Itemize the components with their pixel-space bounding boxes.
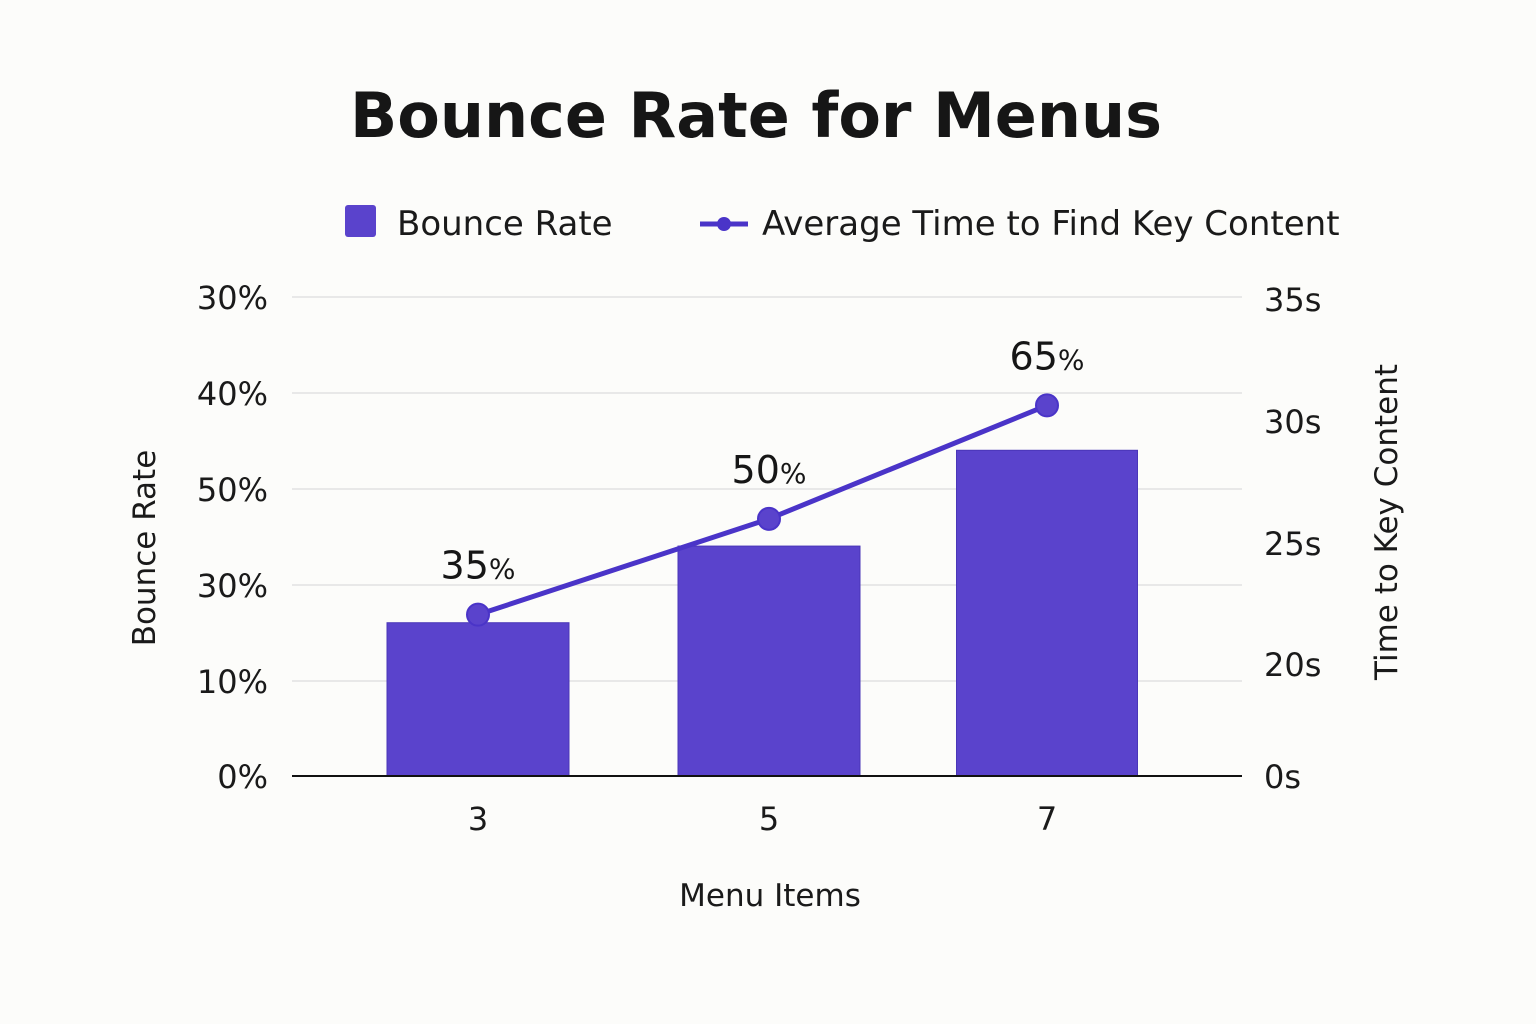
data-label-3: 35% bbox=[441, 544, 516, 588]
data-label-5: 50% bbox=[732, 448, 807, 492]
legend-bar-swatch bbox=[345, 205, 376, 237]
line-series bbox=[466, 393, 1059, 627]
left-axis-title: Bounce Rate bbox=[127, 450, 163, 647]
x-tick-label: 7 bbox=[1037, 800, 1057, 838]
right-tick-label: 30s bbox=[1264, 403, 1321, 441]
left-tick-label: 40% bbox=[197, 375, 268, 413]
legend: Bounce Rate Average Time to Find Key Con… bbox=[345, 204, 1340, 244]
data-labels: 35% 50% 65% bbox=[441, 334, 1085, 587]
legend-line-label: Average Time to Find Key Content bbox=[762, 204, 1340, 244]
line-point-5 bbox=[757, 506, 781, 531]
left-tick-label: 30% bbox=[197, 279, 268, 317]
left-tick-label: 0% bbox=[217, 758, 268, 796]
line-point-7 bbox=[1035, 393, 1059, 418]
chart-title: Bounce Rate for Menus bbox=[350, 79, 1162, 152]
bars bbox=[386, 449, 1138, 777]
right-tick-label: 25s bbox=[1264, 525, 1321, 563]
bar-3 bbox=[386, 622, 570, 777]
legend-bar-label: Bounce Rate bbox=[397, 204, 613, 244]
x-axis-ticks: 3 5 7 bbox=[468, 800, 1057, 838]
right-tick-label: 20s bbox=[1264, 646, 1321, 684]
data-label-7: 65% bbox=[1010, 334, 1085, 378]
left-tick-label: 10% bbox=[197, 663, 268, 701]
bar-5 bbox=[677, 545, 861, 777]
left-tick-label: 30% bbox=[197, 567, 268, 605]
x-tick-label: 5 bbox=[759, 800, 779, 838]
right-tick-label: 0s bbox=[1264, 758, 1301, 796]
x-tick-label: 3 bbox=[468, 800, 488, 838]
line-point-3 bbox=[466, 602, 490, 627]
legend-line-marker bbox=[717, 217, 731, 231]
left-axis-ticks: 0% 10% 30% 50% 40% 30% bbox=[197, 279, 268, 796]
right-axis-ticks: 0s 20s 25s 30s 35s bbox=[1264, 281, 1321, 796]
x-axis-title: Menu Items bbox=[679, 878, 861, 914]
bar-7 bbox=[956, 449, 1138, 777]
left-tick-label: 50% bbox=[197, 471, 268, 509]
right-tick-label: 35s bbox=[1264, 281, 1321, 319]
right-axis-title: Time to Key Content bbox=[1369, 364, 1405, 681]
